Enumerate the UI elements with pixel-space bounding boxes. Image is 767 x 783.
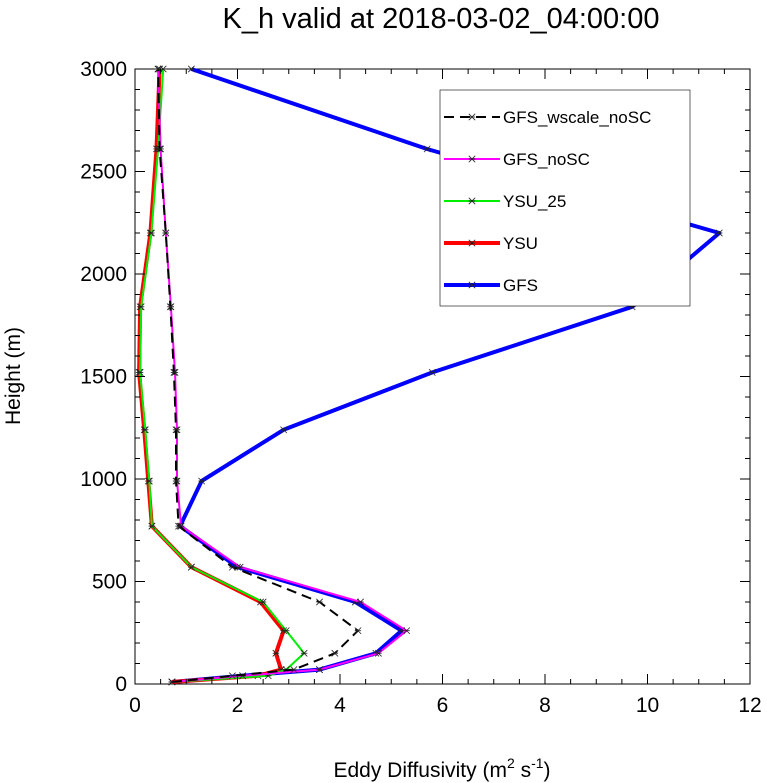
series-ysu-25-marker bbox=[136, 368, 144, 376]
series-gfs-nosc-marker bbox=[403, 627, 411, 635]
series-gfs-nosc-line bbox=[157, 68, 408, 683]
legend: GFS_wscale_noSC GFS_noSC YSU_25 YSU GFS bbox=[439, 89, 691, 307]
y-tick-label: 2500 bbox=[80, 161, 127, 184]
series-ysu-25-marker bbox=[259, 598, 267, 606]
ticks-layer: 0 2 4 6 8 10 12 0 500 1000 1500 2000 2500 3000 bbox=[80, 58, 761, 717]
legend-gfs-label: GFS bbox=[503, 276, 538, 295]
series-ysu-marker bbox=[272, 649, 280, 657]
legend-ysu-25-marker bbox=[468, 197, 476, 205]
series-gfs-wscale-nosc-marker bbox=[331, 649, 339, 657]
x-tick-label: 6 bbox=[437, 694, 449, 717]
series-gfs-wscale-nosc-line bbox=[157, 68, 359, 683]
series-gfs-wscale-nosc-marker bbox=[228, 672, 236, 680]
series-ysu-25-marker bbox=[141, 426, 149, 434]
series-ysu-25-marker bbox=[137, 303, 145, 311]
series-ysu-25-marker bbox=[187, 563, 195, 571]
series-gfs-wscale-nosc-marker bbox=[156, 145, 164, 153]
series-gfs-marker bbox=[423, 145, 431, 153]
x-axis-title-sup1: 2 bbox=[507, 755, 515, 771]
series-gfs-nosc-marker bbox=[236, 563, 244, 571]
x-tick-label: 12 bbox=[738, 694, 761, 717]
y-axis-title: Height (m) bbox=[2, 327, 25, 425]
y-tick-label: 2000 bbox=[80, 263, 127, 286]
series-ysu-25-line bbox=[139, 68, 306, 683]
series-gfs-marker bbox=[187, 65, 195, 73]
legend-gfs-wscale-nosc-label: GFS_wscale_noSC bbox=[503, 108, 651, 127]
x-tick-label: 2 bbox=[232, 694, 244, 717]
x-tick-label: 10 bbox=[636, 694, 659, 717]
series-ysu-25-marker bbox=[300, 649, 308, 657]
legend-ysu-25-label: YSU_25 bbox=[503, 192, 566, 211]
series-gfs-wscale-nosc-marker bbox=[162, 229, 170, 237]
series-gfs-wscale-nosc-marker bbox=[172, 426, 180, 434]
x-tick-label: 4 bbox=[334, 694, 346, 717]
series-gfs-wscale-nosc-marker bbox=[170, 368, 178, 376]
series-gfs-marker bbox=[428, 368, 436, 376]
x-axis-title-mid: s bbox=[515, 759, 531, 782]
series-gfs-wscale-nosc-marker bbox=[166, 303, 174, 311]
series-gfs-wscale-nosc-marker bbox=[316, 598, 323, 606]
series-gfs-wscale-nosc-marker bbox=[168, 678, 176, 686]
series-gfs-wscale-nosc-marker bbox=[175, 522, 183, 530]
series-gfs-marker bbox=[280, 426, 288, 434]
series-gfs-nosc-marker bbox=[357, 598, 364, 606]
series-ysu-25-marker bbox=[145, 477, 153, 485]
legend-ysu-label: YSU bbox=[503, 234, 538, 253]
x-axis-title-end: ) bbox=[544, 759, 551, 782]
legend-gfs-marker bbox=[468, 281, 476, 289]
x-axis-title: Eddy Diffusivity (m2 s-1) bbox=[333, 755, 550, 782]
legend-gfs-nosc-label: GFS_noSC bbox=[503, 150, 590, 169]
series-ysu-25-marker bbox=[148, 522, 156, 530]
series-gfs-wscale-nosc-marker bbox=[290, 666, 298, 674]
series-gfs-nosc-marker bbox=[374, 649, 382, 657]
series-ysu-25-marker bbox=[282, 627, 290, 635]
series-ysu-25-marker bbox=[147, 229, 155, 237]
chart-title: K_h valid at 2018-03-02_04:00:00 bbox=[223, 3, 660, 35]
x-axis-title-sup2: -1 bbox=[531, 755, 544, 771]
y-tick-label: 0 bbox=[115, 673, 127, 696]
x-tick-label: 0 bbox=[129, 694, 141, 717]
y-tick-label: 3000 bbox=[80, 58, 127, 81]
legend-gfs-wscale-nosc-marker bbox=[468, 113, 476, 121]
series-gfs-wscale-nosc-marker bbox=[228, 563, 236, 571]
y-tick-label: 500 bbox=[92, 571, 127, 594]
series-gfs-marker bbox=[715, 229, 723, 237]
series-gfs-marker bbox=[198, 477, 206, 485]
series-gfs-wscale-nosc-marker bbox=[354, 627, 362, 635]
legend-box bbox=[439, 89, 691, 307]
legend-gfs-nosc-marker bbox=[468, 155, 476, 163]
x-axis-title-main: Eddy Diffusivity (m bbox=[333, 759, 507, 782]
legend-ysu-marker bbox=[468, 239, 476, 247]
series-gfs-nosc-marker bbox=[316, 666, 323, 674]
series-gfs-wscale-nosc-marker bbox=[172, 477, 180, 485]
x-tick-label: 8 bbox=[539, 694, 551, 717]
y-tick-label: 1500 bbox=[80, 366, 127, 389]
y-tick-label: 1000 bbox=[80, 468, 127, 491]
